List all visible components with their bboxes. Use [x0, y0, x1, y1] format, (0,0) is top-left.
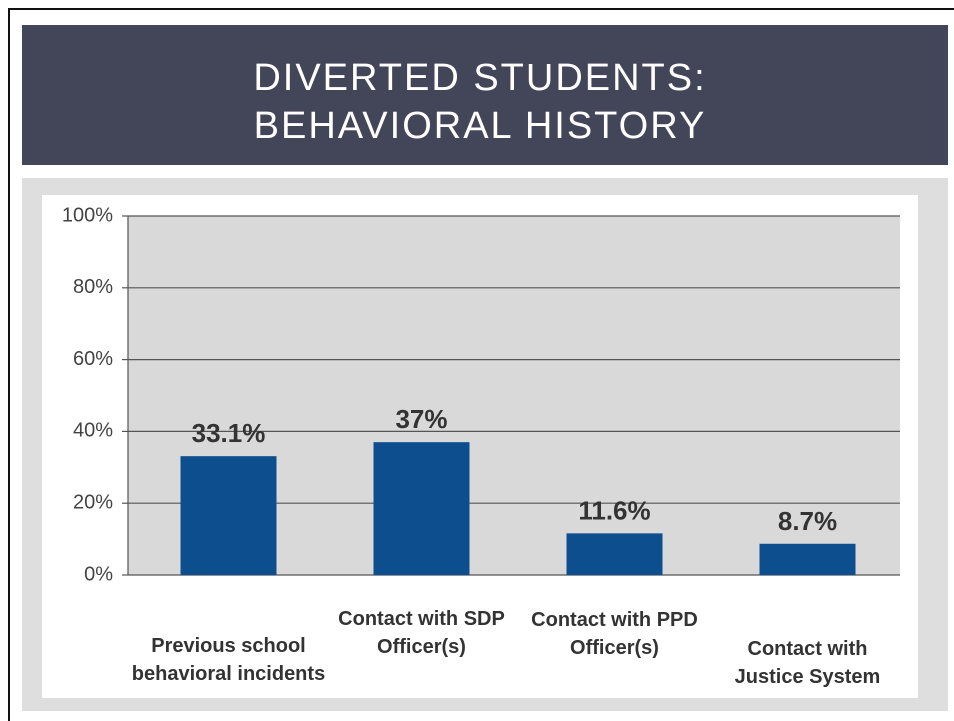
data-label: 37%: [395, 404, 447, 434]
x-tick-label: Contact with Justice System: [734, 638, 881, 688]
title-line: BEHAVIORAL HISTORY: [254, 105, 707, 147]
y-tick-label: 0%: [84, 563, 113, 585]
slide-frame: [8, 8, 954, 721]
y-tick-label: 60%: [73, 348, 113, 370]
data-label: 33.1%: [192, 418, 266, 448]
bar: [566, 533, 663, 575]
bar: [373, 442, 470, 575]
y-tick-label: 20%: [73, 491, 113, 513]
x-tick-label: Contact with SDP Officer(s): [338, 608, 505, 658]
y-tick-label: 80%: [73, 276, 113, 298]
title-line: DIVERTED STUDENTS:: [253, 57, 706, 99]
data-label: 11.6%: [578, 495, 650, 525]
x-tick-label: Contact with PPD Officer(s): [531, 609, 698, 659]
bar: [180, 456, 277, 575]
bar: [759, 543, 856, 575]
y-tick-label: 40%: [73, 420, 113, 442]
data-label: 8.7%: [778, 506, 837, 536]
title-banner: [22, 25, 948, 165]
y-tick-label: 100%: [62, 204, 113, 226]
x-tick-label: Previous school behavioral incidents: [131, 635, 326, 685]
